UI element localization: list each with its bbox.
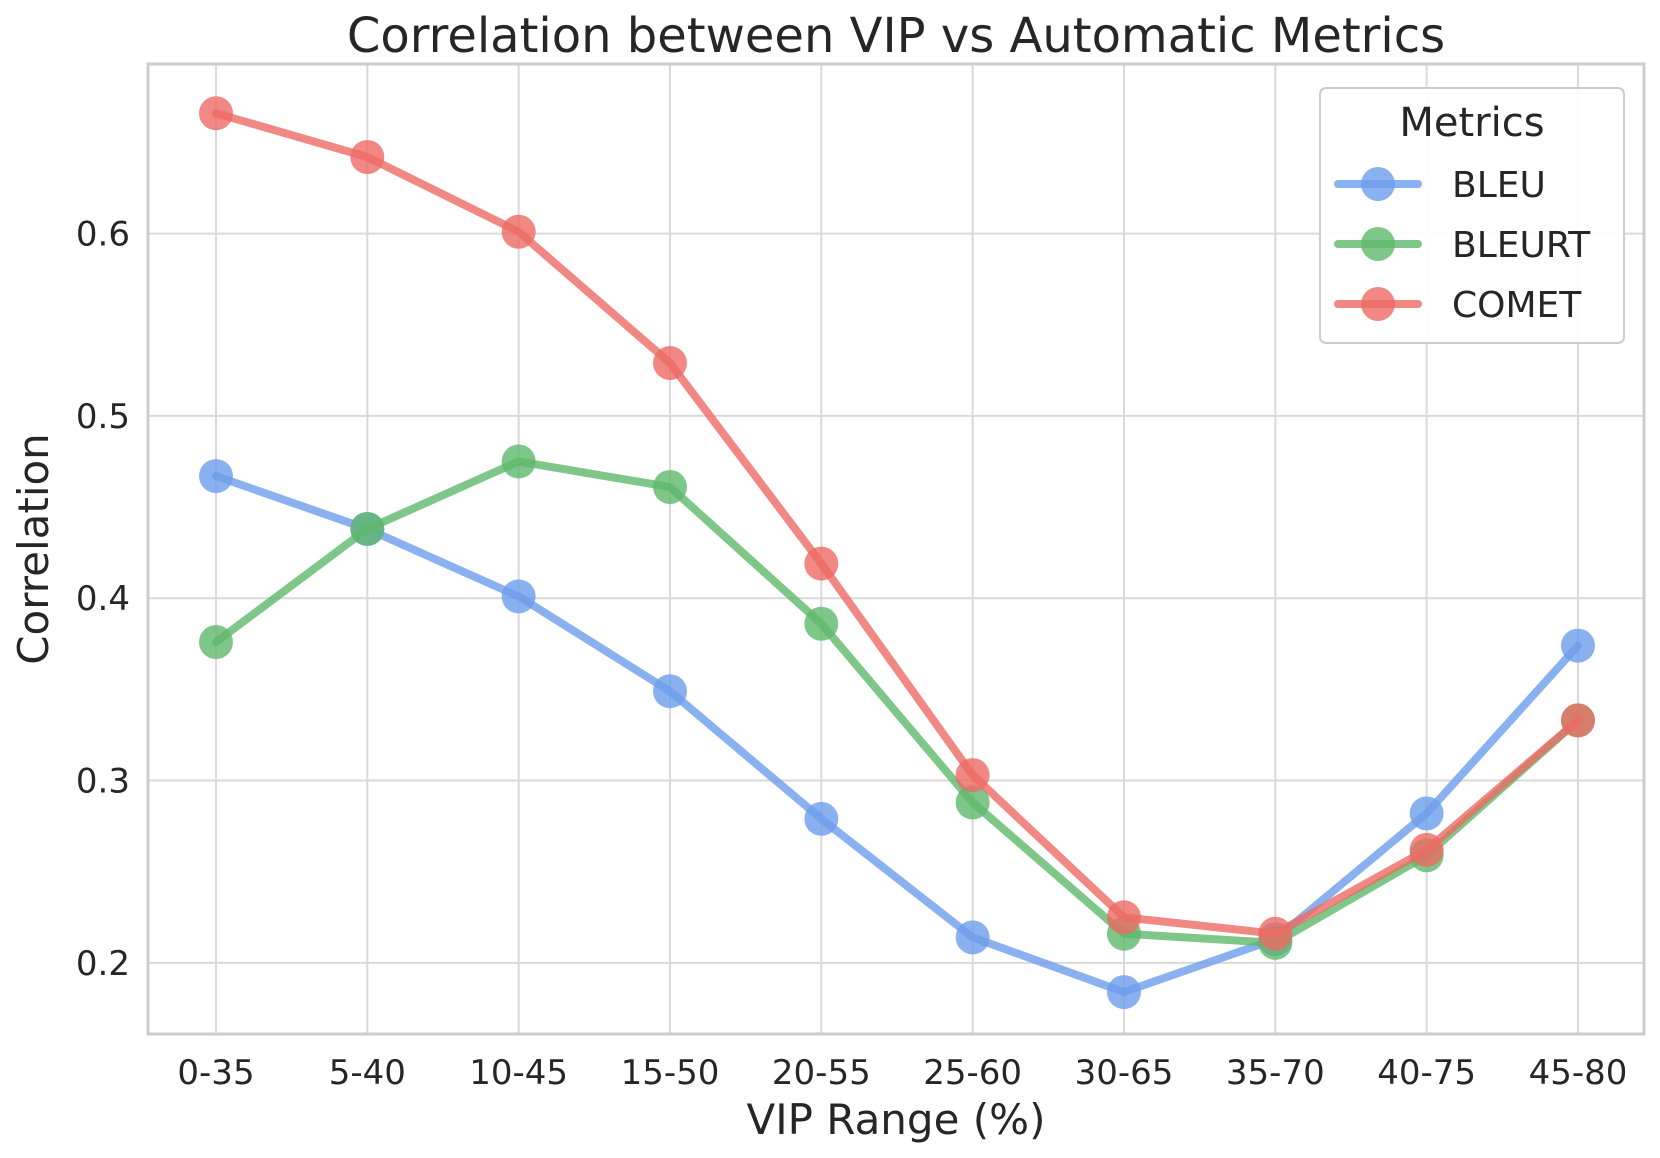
plot-area-frame xyxy=(146,62,1646,1036)
y-tick-label: 0.5 xyxy=(76,397,130,437)
data-point-bleurt xyxy=(804,606,839,641)
data-point-bleu xyxy=(199,459,233,494)
data-point-bleurt xyxy=(501,444,536,479)
legend-entry-comet: COMET xyxy=(1334,285,1582,326)
series-layer xyxy=(199,96,1595,1010)
series-line-bleurt xyxy=(212,457,1582,947)
data-point-bleurt xyxy=(350,511,385,546)
data-point-bleu xyxy=(804,801,839,836)
data-point-comet xyxy=(1258,916,1293,951)
legend-marker-swatch xyxy=(1361,287,1395,321)
x-tick-label: 20-55 xyxy=(772,1053,871,1093)
x-axis-label: VIP Range (%) xyxy=(747,1095,1046,1144)
x-tick-label: 35-70 xyxy=(1226,1053,1325,1093)
series-comet xyxy=(199,96,1595,951)
legend-entries: BLEU BLEURT COMET xyxy=(1334,165,1591,326)
legend: Metrics BLEU BLEURT COMET xyxy=(1319,87,1625,344)
x-tick-label: 40-75 xyxy=(1377,1053,1476,1093)
data-point-comet xyxy=(199,96,233,131)
x-tick-label: 5-40 xyxy=(329,1053,406,1093)
y-tick-label: 0.3 xyxy=(76,762,130,802)
legend-title: Metrics xyxy=(1399,100,1544,146)
x-tick-label: 15-50 xyxy=(621,1053,720,1093)
series-line-comet xyxy=(212,109,1582,938)
legend-label: BLEU xyxy=(1452,165,1546,206)
data-point-bleu xyxy=(955,920,990,955)
data-point-comet xyxy=(350,139,385,174)
data-point-bleu xyxy=(1560,628,1595,663)
series-bleu xyxy=(199,459,1595,1010)
data-point-comet xyxy=(501,214,536,249)
y-axis-label: Correlation xyxy=(9,433,58,665)
legend-label: BLEURT xyxy=(1452,225,1591,266)
data-point-bleurt xyxy=(652,470,687,505)
legend-label: COMET xyxy=(1452,285,1582,326)
x-tick-label: 30-65 xyxy=(1075,1053,1174,1093)
data-point-comet xyxy=(1409,832,1444,867)
legend-entry-bleu: BLEU xyxy=(1334,165,1546,206)
x-tick-labels: 0-35 5-40 10-45 15-50 20-55 25-60 30-65 35-70 40… xyxy=(177,1053,1627,1093)
data-point-comet xyxy=(804,546,839,581)
legend-box xyxy=(1319,87,1625,344)
x-tick-label: 25-60 xyxy=(923,1053,1022,1093)
x-tick-label: 45-80 xyxy=(1529,1053,1628,1093)
legend-entry-bleurt: BLEURT xyxy=(1334,225,1591,266)
data-point-bleu xyxy=(501,579,536,614)
legend-marker-swatch xyxy=(1361,167,1395,201)
y-tick-label: 0.6 xyxy=(76,215,130,255)
data-point-comet xyxy=(955,758,990,793)
data-point-bleu xyxy=(652,674,687,709)
data-point-bleu xyxy=(1106,975,1141,1010)
x-tick-label: 10-45 xyxy=(469,1053,568,1093)
legend-marker-swatch xyxy=(1361,227,1395,261)
y-tick-labels: 0.2 0.3 0.4 0.5 0.6 xyxy=(76,215,130,984)
series-line-bleu xyxy=(212,472,1582,997)
data-point-comet xyxy=(1560,703,1595,738)
x-tick-label: 0-35 xyxy=(177,1053,254,1093)
y-tick-label: 0.4 xyxy=(76,579,130,619)
chart-title: Correlation between VIP vs Automatic Met… xyxy=(347,8,1445,64)
data-point-bleurt xyxy=(199,624,233,659)
data-point-comet xyxy=(652,346,687,381)
y-tick-label: 0.2 xyxy=(76,944,130,984)
data-point-comet xyxy=(1106,900,1141,935)
data-point-bleu xyxy=(1409,796,1444,831)
data-point-bleurt xyxy=(955,785,990,820)
